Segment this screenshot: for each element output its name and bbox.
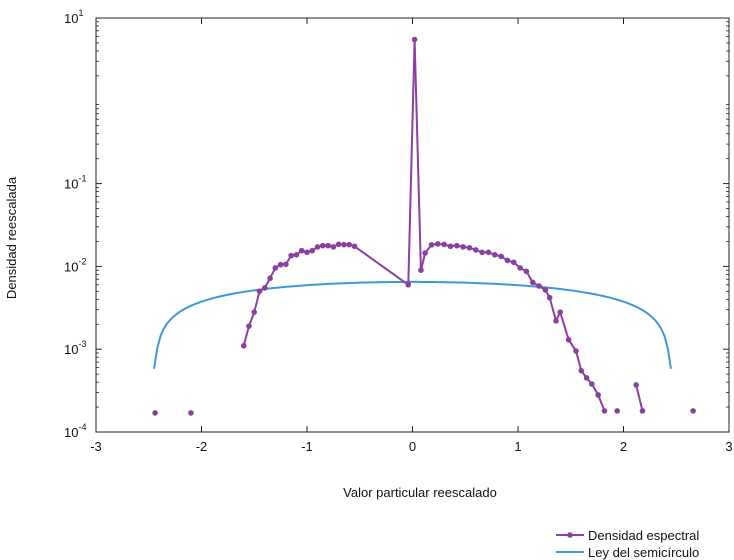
axes xyxy=(95,17,730,433)
spectral-density-point xyxy=(283,261,289,268)
spectral-density-point xyxy=(517,265,523,271)
spectral-density-point xyxy=(473,247,479,253)
legend-item-spectral-density: Densidad espectral xyxy=(556,528,699,543)
spectral-density-point xyxy=(589,381,595,387)
spectral-density-point xyxy=(454,242,460,249)
spectral-density-point xyxy=(498,253,504,260)
spectral-density-segment xyxy=(548,297,557,322)
spectral-density-point xyxy=(583,375,590,381)
legend: Densidad espectral Ley del semicírculo xyxy=(556,528,699,560)
spectral-density-point xyxy=(262,285,268,291)
spectral-density-point xyxy=(633,382,639,388)
spectral-density-segment xyxy=(407,39,416,285)
legend-label-spectral-density: Densidad espectral xyxy=(588,528,699,543)
spectral-density-point xyxy=(293,252,300,258)
spectral-density-point xyxy=(557,309,563,315)
spectral-density-point xyxy=(601,408,608,414)
x-tick-label: 2 xyxy=(620,439,627,454)
spectral-density-point xyxy=(351,243,358,250)
spectral-density-point xyxy=(504,257,511,264)
spectral-density-point xyxy=(320,242,326,249)
spectral-density-point xyxy=(422,250,428,256)
spectral-density-point xyxy=(325,242,331,249)
spectral-density-point xyxy=(573,348,579,354)
y-tick-label: 10-3 xyxy=(64,339,86,357)
spectral-density-point xyxy=(595,392,601,398)
y-tick-label: 101 xyxy=(64,8,83,26)
tick-marks xyxy=(95,17,730,433)
spectral-density-point xyxy=(466,244,473,251)
spectral-density-point xyxy=(491,252,498,258)
spectral-density-point xyxy=(565,336,572,343)
spectral-density-segment xyxy=(242,325,250,347)
tick-labels: -3 -2 -1 0 1 2 3 101 10-1 10-2 10-3 10-4 xyxy=(64,8,733,454)
x-axis-title: Valor particular reescalado xyxy=(343,485,497,500)
spectral-density-point xyxy=(246,323,252,329)
spectral-density-point xyxy=(435,241,441,247)
spectral-density-point xyxy=(240,342,247,349)
legend-item-semicircle-law: Ley del semicírculo xyxy=(556,545,699,560)
spectral-density-point xyxy=(188,410,194,416)
spectral-density-point xyxy=(277,261,284,268)
spectral-density-point xyxy=(578,367,585,374)
spectral-density-point xyxy=(298,247,305,254)
spectral-density-point xyxy=(288,252,294,259)
spectral-density-point xyxy=(479,249,485,256)
spectral-density-point xyxy=(251,309,258,315)
y-axis-title: Densidad reescalada xyxy=(4,176,19,299)
spectral-density-point xyxy=(346,241,353,248)
y-tick-label: 10-1 xyxy=(64,174,86,192)
x-tick-label: 3 xyxy=(725,439,732,454)
spectral-density-point xyxy=(485,249,492,256)
spectral-density-point xyxy=(256,288,263,295)
spectral-density-point xyxy=(614,408,620,414)
spectral-density-segment xyxy=(597,394,606,412)
semicircle-law-line xyxy=(153,280,672,369)
spectral-density-point xyxy=(405,281,412,288)
legend-label-semicircle-law: Ley del semicírculo xyxy=(588,545,699,560)
spectral-density-point xyxy=(460,244,466,250)
spectral-density-point xyxy=(304,249,310,256)
spectral-density-point xyxy=(441,241,447,248)
spectral-density-segment xyxy=(575,350,583,371)
spectral-density-point xyxy=(553,318,559,324)
spectral-density-segment xyxy=(413,39,422,271)
spectral-density-segment xyxy=(419,252,427,271)
spectral-density-point xyxy=(152,410,158,416)
spectral-density-point xyxy=(510,259,517,266)
x-tick-label: -2 xyxy=(196,439,208,454)
x-tick-label: -1 xyxy=(301,439,313,454)
y-tick-label: 10-4 xyxy=(64,422,86,440)
spectral-density-point xyxy=(267,275,273,282)
y-tick-label: 10-2 xyxy=(64,256,86,274)
legend-marker-spectral-density xyxy=(567,532,573,538)
spectral-density-point xyxy=(428,242,435,248)
spectral-density-point xyxy=(542,287,549,293)
spectral-density-segment xyxy=(253,291,261,313)
spectral-density-segment xyxy=(559,311,570,341)
spectral-density-point xyxy=(690,408,696,414)
spectral-density-point xyxy=(314,244,321,250)
spectral-density-point xyxy=(411,36,418,43)
spectral-density-point xyxy=(330,244,337,250)
spectral-density-point xyxy=(639,408,646,414)
spectral-density-segment xyxy=(353,245,409,286)
series xyxy=(152,36,696,416)
spectral-density-point xyxy=(529,279,536,286)
spectral-density-point xyxy=(447,243,454,250)
spectral-density-point xyxy=(546,294,553,301)
spectral-density-point xyxy=(341,241,347,248)
spectral-density-point xyxy=(536,283,542,289)
spectral-density-segment xyxy=(635,384,644,412)
spectral-density-point xyxy=(272,265,279,271)
spectral-density-point xyxy=(309,247,316,254)
x-tick-label: 0 xyxy=(409,439,416,454)
spectral-density-point xyxy=(335,241,342,248)
spectral-density-point xyxy=(523,268,530,275)
spectral-density-point xyxy=(418,267,424,273)
plot-frame xyxy=(95,17,730,433)
x-tick-label: -3 xyxy=(90,439,102,454)
x-tick-label: 1 xyxy=(514,439,521,454)
